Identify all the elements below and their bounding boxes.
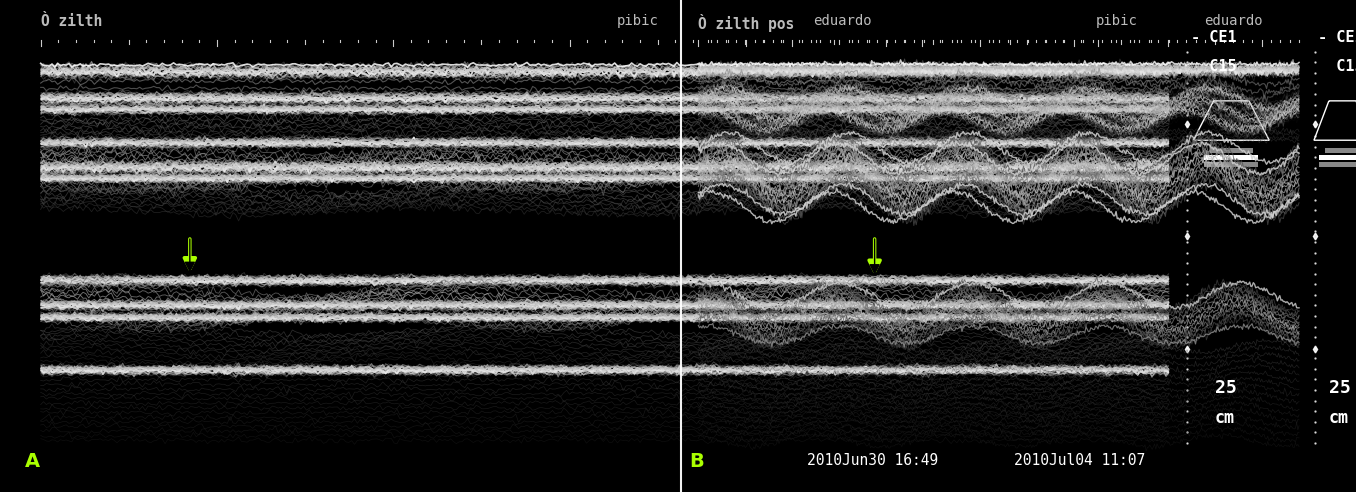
Text: B: B (689, 452, 704, 471)
Text: 2010Jul04 11:07: 2010Jul04 11:07 (1014, 454, 1146, 468)
Text: pibic: pibic (617, 14, 659, 28)
Bar (1325, 148, 1356, 153)
Bar (1319, 162, 1356, 167)
Text: 25: 25 (1215, 379, 1237, 397)
Bar (1319, 155, 1356, 160)
Text: pibic: pibic (1096, 14, 1138, 28)
Text: 25: 25 (1329, 379, 1351, 397)
Text: C15: C15 (1191, 59, 1237, 74)
Text: eduardo: eduardo (814, 14, 872, 28)
Text: - CE1: - CE1 (1318, 30, 1356, 44)
Text: cm: cm (1215, 409, 1235, 428)
Text: Ò zilth: Ò zilth (41, 14, 102, 29)
Text: C15: C15 (1318, 59, 1356, 74)
Text: 2010Jun30 16:49: 2010Jun30 16:49 (807, 454, 938, 468)
Text: - CE1: - CE1 (1191, 30, 1237, 44)
Bar (1210, 148, 1253, 153)
Text: eduardo: eduardo (1204, 14, 1262, 28)
Text: A: A (24, 452, 39, 471)
Bar (1204, 155, 1258, 160)
Text: Ò zilth pos: Ò zilth pos (698, 14, 795, 32)
Bar (1204, 162, 1258, 167)
Text: cm: cm (1329, 409, 1349, 428)
